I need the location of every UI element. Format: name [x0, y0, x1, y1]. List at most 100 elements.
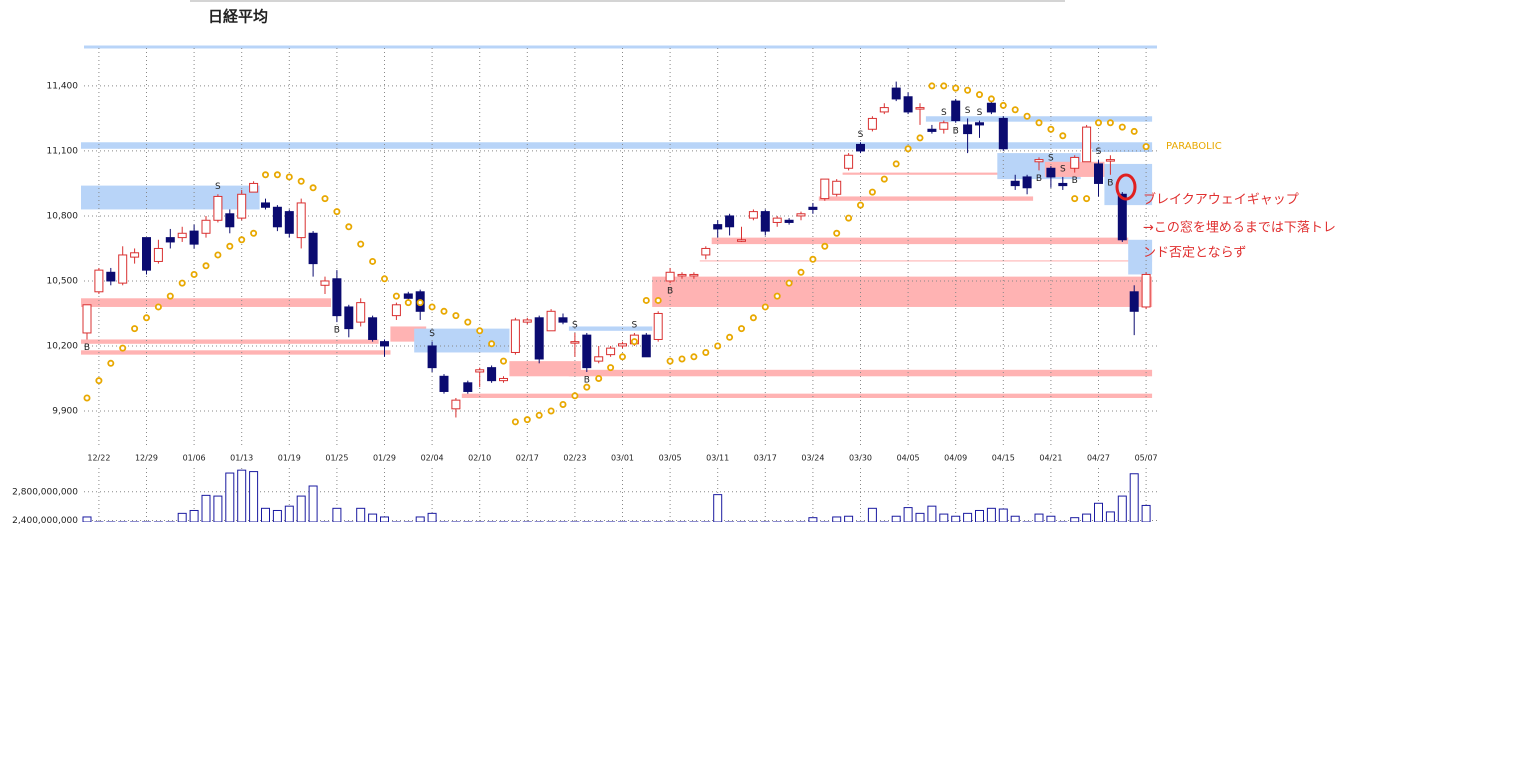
x-tick-label: 04/21: [1039, 454, 1062, 463]
candle-body: [380, 341, 389, 347]
volume-bar: [856, 521, 865, 522]
volume-bar: [606, 521, 616, 522]
volume-bar: [1141, 504, 1151, 522]
volume-bar: [939, 513, 949, 522]
candle-body: [677, 273, 687, 277]
volume-bar: [356, 507, 366, 522]
parabolic-dot: [785, 279, 793, 287]
volume-bar: [1094, 502, 1103, 522]
volume-bar: [546, 521, 556, 522]
volume-bar: [772, 521, 782, 522]
parabolic-dot: [987, 95, 995, 103]
volume-bar: [677, 521, 687, 522]
candle-body: [237, 193, 247, 219]
volume-bar: [832, 516, 842, 522]
volume-bar: [808, 517, 818, 522]
volume-bar: [998, 508, 1008, 522]
band: [461, 393, 1153, 398]
x-tick-label: 12/29: [135, 454, 158, 463]
volume-bar: [499, 521, 508, 522]
y-tick-label: 11,400: [47, 81, 79, 91]
x-tick-label: 03/17: [754, 454, 777, 463]
candle-body: [772, 217, 782, 223]
chart-title: 日経平均: [208, 8, 268, 26]
parabolic-dot: [904, 145, 912, 153]
parabolic-dot: [535, 411, 543, 419]
band: [818, 196, 1034, 201]
x-tick-label: 03/11: [706, 454, 729, 463]
parabolic-dot: [833, 229, 841, 237]
volume-bar: [820, 521, 830, 522]
x-tick-label: 01/13: [230, 454, 253, 463]
parabolic-dot: [547, 407, 555, 415]
candle-body: [284, 211, 294, 234]
candle-body: [213, 195, 223, 221]
volume-bar: [296, 495, 306, 522]
x-tick-label: 04/27: [1087, 454, 1110, 463]
band: [925, 116, 1153, 122]
candle-body: [606, 347, 616, 356]
volume-bar: [284, 505, 294, 522]
volume-bar: [689, 521, 699, 522]
parabolic-dot: [83, 394, 91, 402]
parabolic-dot: [726, 333, 734, 341]
candle-body: [594, 356, 604, 362]
band: [81, 339, 379, 344]
volume-bar: [963, 512, 973, 522]
volume-bar: [725, 521, 735, 522]
x-tick-label: 12/22: [87, 454, 110, 463]
volume-bar: [879, 521, 889, 522]
parabolic-dot: [916, 134, 924, 142]
parabolic-dot: [1130, 127, 1138, 135]
parabolic-dot: [1142, 143, 1150, 151]
candle-body: [1094, 163, 1103, 184]
candle-body: [1105, 159, 1115, 162]
candle-body: [939, 122, 949, 130]
volume-bar: [594, 521, 604, 522]
parabolic-dot: [1011, 106, 1019, 114]
parabolic-dot: [428, 303, 436, 311]
parabolic-dot: [666, 357, 674, 365]
parabolic-dot: [369, 257, 377, 265]
candle-body: [308, 232, 318, 265]
parabolic-dot: [464, 318, 472, 326]
candle-body: [963, 124, 973, 135]
candle-body: [832, 180, 842, 195]
volume-bar: [927, 505, 937, 522]
parabolic-dot: [309, 184, 317, 192]
candle-body: [903, 96, 913, 113]
signal-label: B: [84, 343, 90, 353]
volume-bar: [463, 521, 473, 522]
parabolic-dot: [404, 299, 412, 307]
bands: [81, 116, 1153, 398]
candle-body: [475, 369, 485, 373]
signal-label: B: [1036, 174, 1042, 184]
x-tick-label: 04/15: [992, 454, 1015, 463]
parabolic-dot: [1095, 119, 1103, 127]
parabolic-dot: [476, 327, 484, 335]
candle-body: [106, 271, 116, 282]
volume-bar: [106, 521, 116, 522]
candle-body: [546, 310, 556, 332]
candle-body: [487, 367, 497, 382]
parabolic-dot: [571, 392, 579, 400]
parabolic-dot: [202, 262, 210, 270]
candle-body: [272, 206, 282, 228]
parabolic-dot: [523, 416, 531, 424]
candle-body: [582, 334, 592, 369]
signal-label: B: [1107, 178, 1113, 188]
parabolic-dot: [1118, 123, 1126, 131]
candle-body: [249, 182, 259, 193]
y-tick-label: 10,200: [47, 341, 79, 351]
volume-bar: [903, 507, 913, 522]
candle-body: [142, 237, 151, 271]
candle-body: [463, 382, 473, 392]
parabolic-dot: [321, 195, 329, 203]
volume-bar: [1129, 473, 1139, 522]
candle-body: [570, 341, 580, 344]
candle-body: [998, 117, 1008, 150]
volume-bar: [582, 521, 592, 522]
parabolic-dot: [714, 342, 722, 350]
candle-body: [1141, 273, 1151, 308]
parabolic-dot: [1023, 112, 1031, 120]
